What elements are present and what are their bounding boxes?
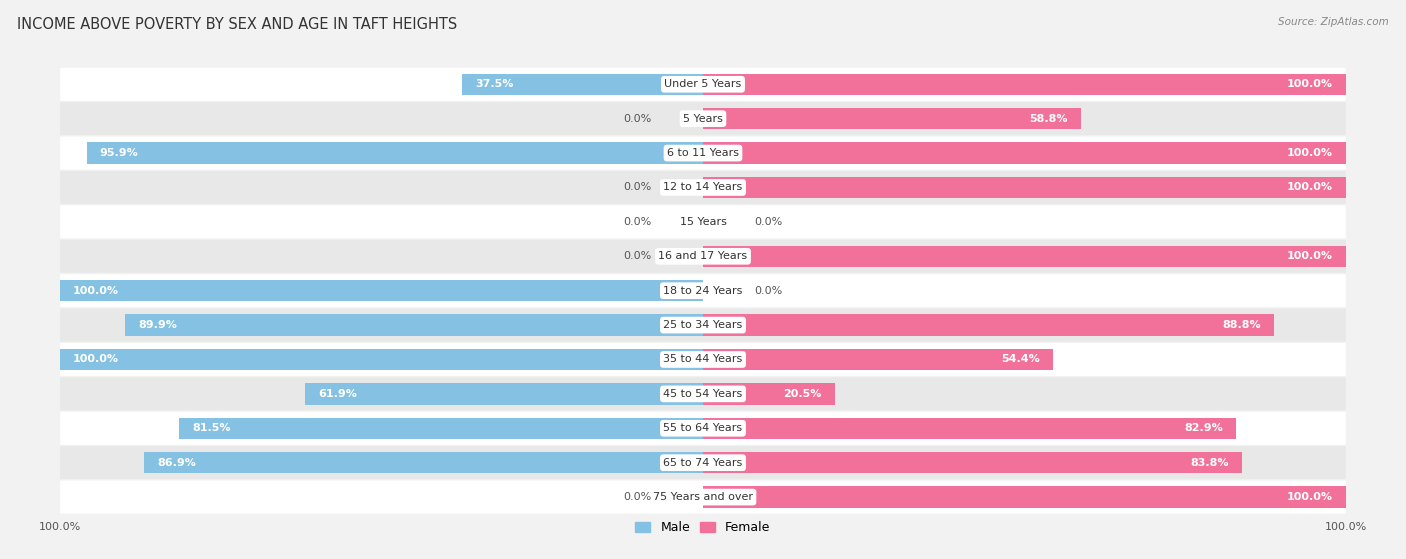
Bar [703, 177, 1346, 198]
Bar [703, 74, 1346, 95]
Bar [703, 143, 1346, 164]
FancyBboxPatch shape [60, 481, 1346, 514]
Text: 82.9%: 82.9% [1184, 423, 1223, 433]
Text: INCOME ABOVE POVERTY BY SEX AND AGE IN TAFT HEIGHTS: INCOME ABOVE POVERTY BY SEX AND AGE IN T… [17, 17, 457, 32]
FancyBboxPatch shape [60, 240, 1346, 273]
Text: 25 to 34 Years: 25 to 34 Years [664, 320, 742, 330]
FancyBboxPatch shape [60, 205, 1346, 238]
Text: 0.0%: 0.0% [623, 182, 651, 192]
Text: 81.5%: 81.5% [193, 423, 231, 433]
Text: 0.0%: 0.0% [623, 113, 651, 124]
Text: 100.0%: 100.0% [73, 354, 120, 364]
Bar [703, 349, 1053, 370]
Bar [703, 314, 1274, 336]
Text: 15 Years: 15 Years [679, 217, 727, 227]
FancyBboxPatch shape [60, 309, 1346, 342]
Text: 35 to 44 Years: 35 to 44 Years [664, 354, 742, 364]
Text: 100.0%: 100.0% [1286, 252, 1333, 261]
Text: 20.5%: 20.5% [783, 389, 823, 399]
Text: 18 to 24 Years: 18 to 24 Years [664, 286, 742, 296]
Text: 75 Years and over: 75 Years and over [652, 492, 754, 502]
Bar [703, 486, 1346, 508]
Bar [179, 418, 703, 439]
Bar [703, 245, 1346, 267]
Text: 83.8%: 83.8% [1191, 458, 1229, 468]
Text: 100.0%: 100.0% [1286, 492, 1333, 502]
FancyBboxPatch shape [60, 136, 1346, 169]
Text: 95.9%: 95.9% [100, 148, 138, 158]
Text: 0.0%: 0.0% [623, 252, 651, 261]
Text: 58.8%: 58.8% [1029, 113, 1069, 124]
Bar [87, 143, 703, 164]
FancyBboxPatch shape [60, 412, 1346, 445]
FancyBboxPatch shape [60, 68, 1346, 101]
FancyBboxPatch shape [60, 171, 1346, 204]
Text: 54.4%: 54.4% [1001, 354, 1040, 364]
Text: Source: ZipAtlas.com: Source: ZipAtlas.com [1278, 17, 1389, 27]
Text: 0.0%: 0.0% [755, 286, 783, 296]
Text: 5 Years: 5 Years [683, 113, 723, 124]
Legend: Male, Female: Male, Female [630, 517, 776, 539]
Text: 89.9%: 89.9% [138, 320, 177, 330]
Text: 16 and 17 Years: 16 and 17 Years [658, 252, 748, 261]
FancyBboxPatch shape [60, 274, 1346, 307]
Text: 88.8%: 88.8% [1222, 320, 1261, 330]
Bar [703, 383, 835, 405]
Text: 6 to 11 Years: 6 to 11 Years [666, 148, 740, 158]
Text: 0.0%: 0.0% [623, 217, 651, 227]
Bar [703, 418, 1236, 439]
Bar [305, 383, 703, 405]
Text: 100.0%: 100.0% [73, 286, 120, 296]
Text: 12 to 14 Years: 12 to 14 Years [664, 182, 742, 192]
Bar [125, 314, 703, 336]
Text: 100.0%: 100.0% [1286, 182, 1333, 192]
Bar [463, 74, 703, 95]
Text: 0.0%: 0.0% [755, 217, 783, 227]
Bar [703, 108, 1081, 129]
FancyBboxPatch shape [60, 102, 1346, 135]
Text: 37.5%: 37.5% [475, 79, 513, 89]
Bar [703, 452, 1241, 473]
Text: 61.9%: 61.9% [318, 389, 357, 399]
Text: 100.0%: 100.0% [1286, 79, 1333, 89]
Text: 45 to 54 Years: 45 to 54 Years [664, 389, 742, 399]
Text: 65 to 74 Years: 65 to 74 Years [664, 458, 742, 468]
FancyBboxPatch shape [60, 446, 1346, 479]
Text: 0.0%: 0.0% [623, 492, 651, 502]
Text: 55 to 64 Years: 55 to 64 Years [664, 423, 742, 433]
Bar [145, 452, 703, 473]
Bar [60, 349, 703, 370]
FancyBboxPatch shape [60, 343, 1346, 376]
Text: 100.0%: 100.0% [1286, 148, 1333, 158]
Text: 86.9%: 86.9% [157, 458, 197, 468]
Bar [60, 280, 703, 301]
FancyBboxPatch shape [60, 377, 1346, 410]
Text: Under 5 Years: Under 5 Years [665, 79, 741, 89]
